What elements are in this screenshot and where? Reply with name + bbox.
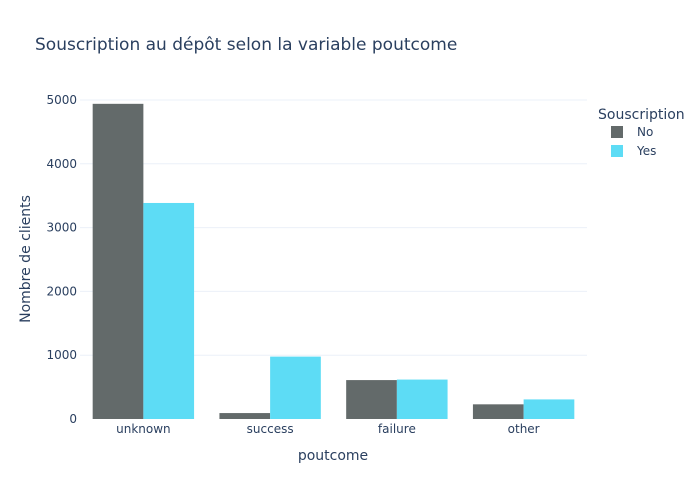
x-tick-label: other (508, 422, 540, 436)
y-tick-label: 0 (69, 412, 77, 426)
y-tick-label: 3000 (46, 221, 77, 235)
bar-yes-other (523, 399, 575, 419)
legend: Souscription No Yes (598, 107, 685, 158)
bar-no-other (472, 404, 524, 419)
bar-no-failure (346, 380, 397, 419)
bar-yes-unknown (143, 202, 195, 419)
x-tick-label: unknown (116, 422, 171, 436)
legend-swatch-yes[interactable] (611, 145, 623, 157)
x-tick-label: failure (378, 422, 416, 436)
legend-title: Souscription (598, 107, 685, 123)
legend-label-no[interactable]: No (637, 125, 653, 139)
x-axis-title: poutcome (298, 448, 368, 464)
bar-yes-failure (396, 379, 448, 419)
y-tick-label: 4000 (46, 157, 77, 171)
y-tick-label: 5000 (46, 93, 77, 107)
y-tick-label: 2000 (46, 284, 77, 298)
bar-no-success (219, 413, 271, 419)
chart-title: Souscription au dépôt selon la variable … (35, 35, 457, 55)
bar-no-unknown (92, 103, 144, 419)
bars (92, 103, 575, 419)
x-axis-ticks: unknown success failure other (116, 422, 540, 436)
legend-label-yes[interactable]: Yes (636, 144, 656, 158)
y-axis-ticks: 0 1000 2000 3000 4000 5000 (46, 93, 77, 426)
x-tick-label: success (247, 422, 294, 436)
y-axis-title: Nombre de clients (18, 195, 34, 323)
legend-swatch-no[interactable] (611, 126, 623, 138)
y-tick-label: 1000 (46, 348, 77, 362)
bar-yes-success (270, 356, 321, 419)
